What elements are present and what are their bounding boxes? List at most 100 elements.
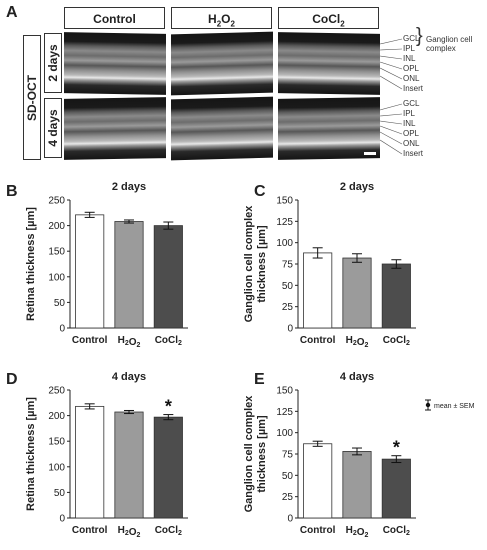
column-header-h2o2: H2O2 — [171, 7, 272, 29]
leader-line — [379, 131, 403, 145]
y-axis-label-d: Retina thickness [µm] — [25, 397, 37, 511]
y-tick-label-c: 50 — [282, 281, 294, 292]
x-tick-label-c-h2o2: H2O2 — [346, 335, 369, 349]
y-tick-label-c: 125 — [276, 217, 293, 228]
gcc-label-line2: complex — [426, 44, 456, 53]
y-tick-label-c: 0 — [287, 324, 293, 335]
y-tick-label-e: 125 — [276, 407, 293, 418]
leader-line — [379, 67, 403, 80]
x-tick-label-b-cocl2: CoCl2 — [155, 335, 182, 347]
legend-label: mean ± SEM — [434, 403, 475, 410]
scale-bar — [364, 152, 376, 155]
bar-d-h2o2 — [114, 411, 144, 519]
x-tick-label-d-cocl2: CoCl2 — [155, 525, 182, 537]
column-header-control: Control — [64, 7, 165, 29]
bar-e-cocl2 — [381, 458, 411, 519]
leader-line — [379, 61, 403, 70]
y-tick-label-c: 25 — [282, 302, 294, 313]
y-tick-label-e: 150 — [276, 386, 293, 397]
panel-letter-c: C — [254, 183, 266, 200]
layer-label-opl-row2: OPL — [403, 129, 420, 138]
chart-title-e: 4 days — [340, 371, 374, 383]
layer-label-insert-row2: Insert — [403, 149, 424, 158]
y-tick-label-d: 150 — [48, 437, 65, 448]
y-axis-label-line2-e: thickness [µm] — [256, 415, 268, 493]
row-label-2-days-box: 2 days — [44, 33, 62, 93]
y-tick-label-c: 75 — [282, 260, 294, 271]
method-label-box: SD-OCT — [23, 35, 41, 160]
layer-label-inl-row1: INL — [403, 54, 416, 63]
bar-c-h2o2 — [342, 257, 372, 329]
x-tick-label-c-cocl2: CoCl2 — [383, 335, 410, 347]
panel-letter-e: E — [254, 371, 265, 388]
bar-c-control — [303, 252, 333, 329]
bar-d-control — [75, 405, 105, 519]
layer-leader-lines — [379, 38, 403, 155]
leader-line — [379, 113, 403, 117]
legend-mean-dot — [425, 402, 431, 408]
y-tick-label-b: 100 — [48, 272, 65, 283]
layer-label-gcl-row1: GCL — [403, 34, 420, 43]
layer-label-ipl-row1: IPL — [403, 44, 416, 53]
leader-line — [379, 38, 403, 45]
x-tick-label-b-h2o2: H2O2 — [118, 335, 141, 349]
y-tick-label-e: 0 — [287, 514, 293, 525]
x-tick-label-d-control: Control — [72, 525, 108, 536]
x-tick-label-e-control: Control — [300, 525, 336, 536]
x-tick-label-e-h2o2: H2O2 — [346, 525, 369, 539]
y-tick-label-e: 75 — [282, 450, 294, 461]
y-tick-label-e: 25 — [282, 492, 294, 503]
panel-letter-a: A — [6, 4, 18, 21]
bar-e-control — [303, 443, 333, 519]
leader-line — [379, 139, 403, 155]
layer-label-opl-row1: OPL — [403, 64, 420, 73]
x-tick-label-d-h2o2: H2O2 — [118, 525, 141, 539]
gcc-label-line1: Ganglion cell — [426, 35, 473, 44]
leader-line — [379, 55, 403, 60]
layer-label-ipl-row2: IPL — [403, 109, 416, 118]
layer-label-onl-row2: ONL — [403, 139, 420, 148]
leader-line — [379, 125, 403, 135]
y-tick-label-d: 50 — [54, 488, 66, 499]
x-tick-label-b-control: Control — [72, 335, 108, 346]
chart-title-b: 2 days — [112, 181, 146, 193]
y-tick-label-d: 200 — [48, 411, 65, 422]
layer-label-gcl-row2: GCL — [403, 99, 420, 108]
bar-b-h2o2 — [114, 221, 144, 329]
panel-letter-d: D — [6, 371, 18, 388]
chart-title-c: 2 days — [340, 181, 374, 193]
leader-line — [379, 120, 403, 125]
y-tick-label-b: 250 — [48, 196, 65, 207]
leader-line — [379, 103, 403, 111]
x-tick-label-e-cocl2: CoCl2 — [383, 525, 410, 537]
y-tick-label-d: 100 — [48, 462, 65, 473]
y-tick-label-b: 0 — [59, 324, 65, 335]
bar-d-cocl2 — [153, 416, 183, 519]
y-axis-label-line2-c: thickness [µm] — [256, 225, 268, 303]
panel-letter-b: B — [6, 183, 18, 200]
y-tick-label-c: 150 — [276, 196, 293, 207]
bar-b-control — [75, 214, 105, 329]
y-tick-label-b: 200 — [48, 221, 65, 232]
column-header-control-text: Control — [93, 12, 136, 26]
layer-label-insert-row1: Insert — [403, 84, 424, 93]
y-axis-label-line1-e: Ganglion cell complex — [243, 395, 255, 513]
significance-marker-d: * — [165, 397, 172, 417]
y-tick-label-d: 0 — [59, 514, 65, 525]
layer-label-inl-row2: INL — [403, 119, 416, 128]
y-tick-label-c: 100 — [276, 238, 293, 249]
row-label-4-days-box: 4 days — [44, 98, 62, 158]
y-tick-label-b: 150 — [48, 247, 65, 258]
y-tick-label-e: 50 — [282, 471, 294, 482]
bar-e-h2o2 — [342, 451, 372, 519]
leader-line — [379, 48, 403, 51]
column-header-cocl2-text: CoCl2 — [312, 12, 345, 29]
significance-marker-e: * — [393, 438, 400, 458]
bar-c-cocl2 — [381, 263, 411, 329]
y-tick-label-b: 50 — [54, 298, 66, 309]
y-axis-label-line1-c: Ganglion cell complex — [243, 205, 255, 323]
layer-label-onl-row1: ONL — [403, 74, 420, 83]
y-tick-label-d: 250 — [48, 386, 65, 397]
x-tick-label-c-control: Control — [300, 335, 336, 346]
